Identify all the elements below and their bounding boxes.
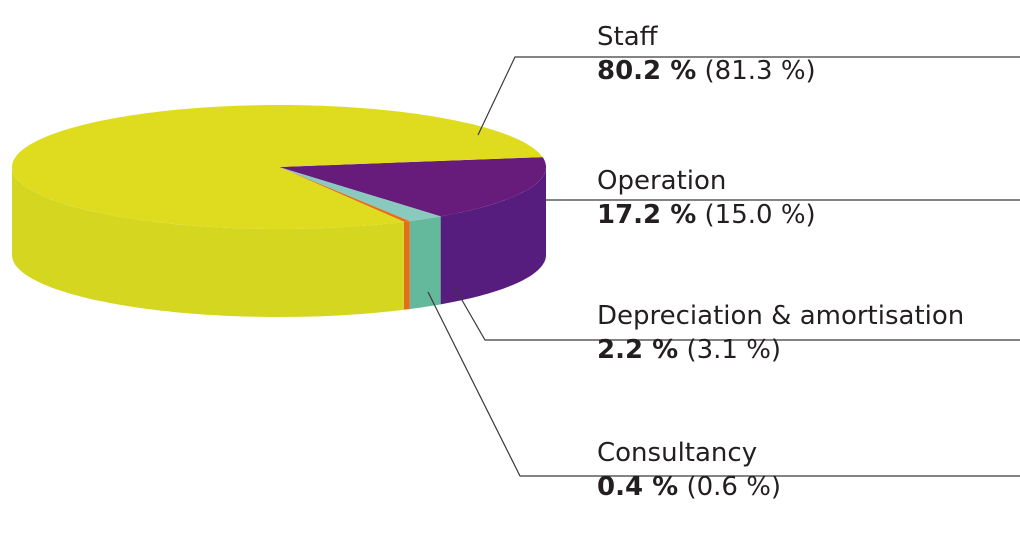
slice-label: Staff bbox=[597, 22, 658, 52]
slice-prev-value: (0.6 %) bbox=[686, 472, 782, 502]
slice-top-staff bbox=[12, 105, 543, 229]
slice-top-consultancy bbox=[279, 167, 410, 222]
slice-side-depreciation bbox=[409, 216, 441, 310]
slice-value: 17.2 % bbox=[597, 200, 697, 230]
slice-side-operation bbox=[440, 167, 546, 305]
slice-label: Depreciation & amortisation bbox=[597, 301, 965, 331]
leader-line-consultancy bbox=[427, 291, 1020, 477]
slice-label: Consultancy bbox=[597, 438, 758, 468]
slice-prev-value: (15.0 %) bbox=[704, 200, 816, 230]
label-consultancy: Consultancy 0.4 % (0.6 %) bbox=[597, 436, 781, 504]
slice-value: 80.2 % bbox=[597, 56, 697, 86]
label-depreciation: Depreciation & amortisation 2.2 % (3.1 %… bbox=[597, 299, 964, 367]
slice-prev-value: (3.1 %) bbox=[686, 335, 782, 365]
slice-top-depreciation bbox=[279, 167, 441, 222]
label-staff: Staff 80.2 % (81.3 %) bbox=[597, 20, 816, 88]
slice-side-consultancy bbox=[403, 221, 410, 310]
slice-label: Operation bbox=[597, 166, 727, 196]
slice-prev-value: (81.3 %) bbox=[704, 56, 816, 86]
slice-side-staff bbox=[12, 167, 404, 317]
slice-value: 0.4 % bbox=[597, 472, 679, 502]
leader-line-depreciation bbox=[454, 287, 1020, 341]
leader-line-staff bbox=[477, 56, 1020, 136]
slice-value: 2.2 % bbox=[597, 335, 679, 365]
slice-top-operation bbox=[279, 157, 546, 217]
label-operation: Operation 17.2 % (15.0 %) bbox=[597, 164, 816, 232]
